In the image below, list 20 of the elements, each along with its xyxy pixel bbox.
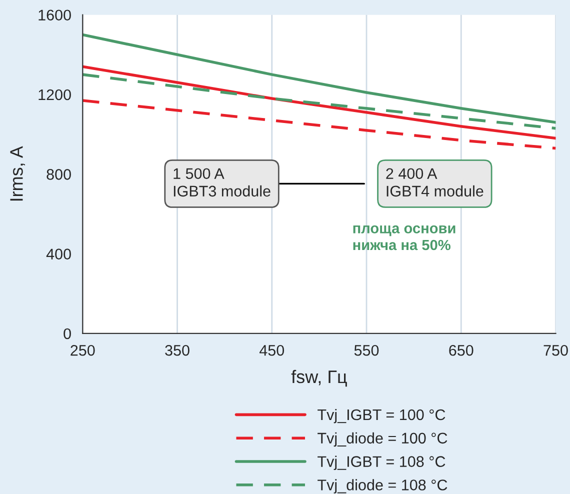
y-tick-label: 1600 [38, 10, 71, 21]
x-tick-label: 250 [70, 344, 95, 356]
y-tick-label: 1200 [38, 89, 71, 100]
x-tick-label: 450 [259, 344, 284, 356]
x-tick-label: 650 [449, 344, 474, 356]
legend-label: Tvj_diode = 108 °C [318, 479, 448, 494]
y-axis-title: Irms, A [10, 146, 26, 201]
x-tick-label: 550 [354, 344, 379, 356]
y-tick-label: 0 [64, 328, 71, 340]
annotation: 1 500 A IGBT3 module [174, 168, 270, 197]
annotation: 2 400 A IGBT4 module [386, 168, 484, 197]
y-tick-label: 800 [46, 169, 71, 180]
x-tick-label: 750 [544, 344, 568, 356]
legend-label: Tvj_diode = 100 °C [318, 432, 448, 447]
x-axis-title: fsw, Гц [291, 370, 347, 387]
legend-label: Tvj_IGBT = 108 °C [318, 456, 446, 470]
x-tick-label: 350 [165, 344, 190, 356]
annotation: площа основи нижча на 50% [353, 225, 456, 250]
legend-label: Tvj_IGBT = 100 °C [318, 408, 446, 424]
y-tick-label: 400 [46, 248, 71, 260]
